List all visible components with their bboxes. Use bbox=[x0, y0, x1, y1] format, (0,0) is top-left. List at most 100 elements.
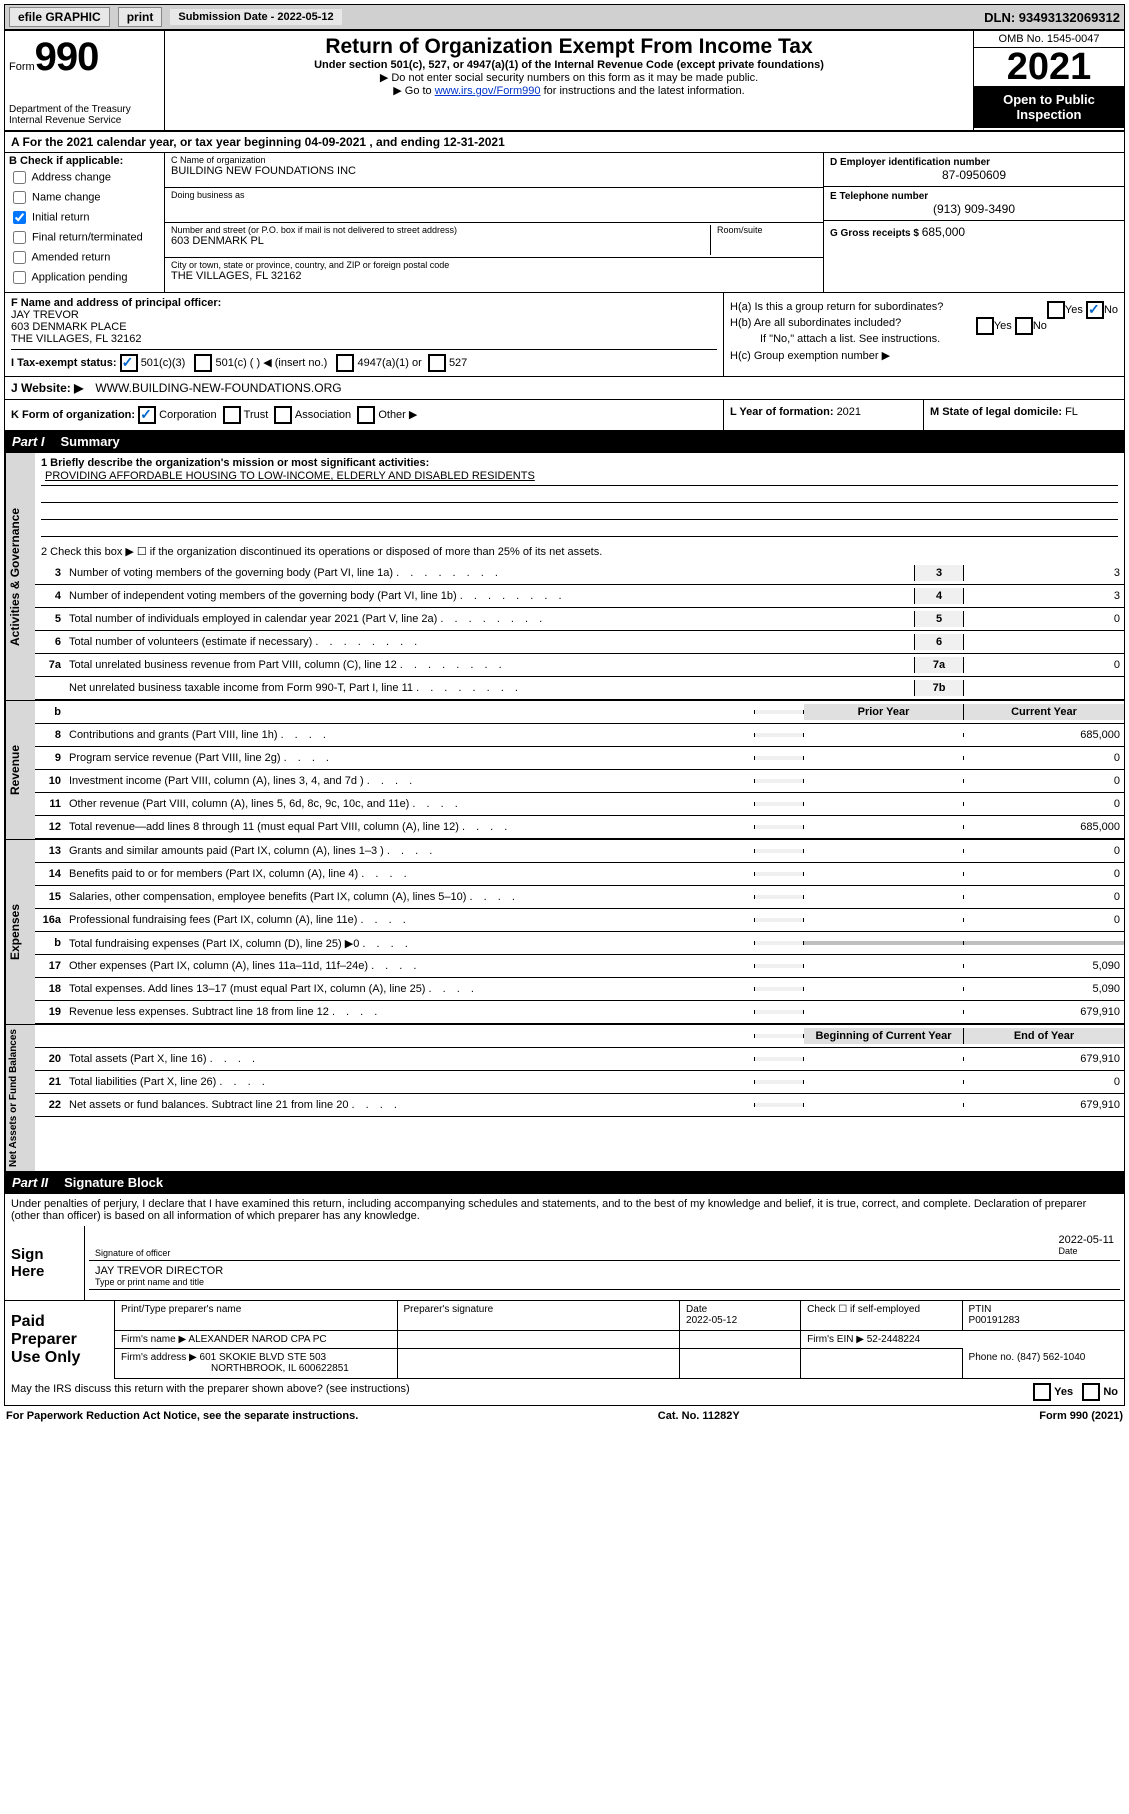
k-other-cb[interactable] bbox=[357, 406, 375, 424]
summary-expenses: Expenses 13Grants and similar amounts pa… bbox=[4, 840, 1125, 1025]
section-b-to-g: B Check if applicable: Address change Na… bbox=[4, 153, 1125, 293]
line2-checkbox: 2 Check this box ▶ ☐ if the organization… bbox=[35, 541, 1124, 562]
summary-row: 9Program service revenue (Part VIII, lin… bbox=[35, 747, 1124, 770]
prep-date-hdr: Date bbox=[686, 1304, 707, 1315]
row-i: I Tax-exempt status: 501(c)(3) 501(c) ( … bbox=[11, 349, 717, 372]
begin-year-header: Beginning of Current Year bbox=[804, 1028, 964, 1044]
firm-name-label: Firm's name ▶ bbox=[121, 1334, 186, 1345]
firm-phone-label: Phone no. bbox=[969, 1352, 1015, 1363]
room-label: Room/suite bbox=[717, 225, 817, 235]
current-year-header: Current Year bbox=[964, 704, 1124, 720]
summary-row: 8Contributions and grants (Part VIII, li… bbox=[35, 724, 1124, 747]
note-ssn: ▶ Do not enter social security numbers o… bbox=[169, 71, 969, 84]
mission-blank1 bbox=[41, 486, 1118, 503]
print-button[interactable]: print bbox=[118, 7, 163, 27]
preparer-label: Paid Preparer Use Only bbox=[5, 1301, 115, 1379]
b-check-3[interactable]: Final return/terminated bbox=[9, 228, 160, 247]
summary-row: 10Investment income (Part VIII, column (… bbox=[35, 770, 1124, 793]
summary-row: 18Total expenses. Add lines 13–17 (must … bbox=[35, 978, 1124, 1001]
open-public-badge: Open to Public Inspection bbox=[974, 86, 1124, 128]
dln-label: DLN: 93493132069312 bbox=[984, 10, 1120, 25]
ha-no: No bbox=[1104, 304, 1118, 316]
city-label: City or town, state or province, country… bbox=[171, 260, 817, 270]
footer-form: Form 990 (2021) bbox=[1039, 1410, 1123, 1422]
summary-row: 11Other revenue (Part VIII, column (A), … bbox=[35, 793, 1124, 816]
summary-net: Net Assets or Fund Balances Beginning of… bbox=[4, 1025, 1125, 1172]
irs-label: Internal Revenue Service bbox=[9, 115, 160, 126]
b-check-5[interactable]: Application pending bbox=[9, 268, 160, 287]
cb-527[interactable] bbox=[428, 354, 446, 372]
hb-no-cb[interactable] bbox=[1015, 317, 1033, 335]
sig-date: 2022-05-11 bbox=[1059, 1234, 1114, 1246]
prep-date-val: 2022-05-12 bbox=[686, 1315, 737, 1326]
end-year-header: End of Year bbox=[964, 1028, 1124, 1044]
tax-year-text: A For the 2021 calendar year, or tax yea… bbox=[11, 135, 505, 149]
may-no-cb[interactable] bbox=[1082, 1383, 1100, 1401]
mission-blank3 bbox=[41, 520, 1118, 537]
b-check-4[interactable]: Amended return bbox=[9, 248, 160, 267]
ha-yes: Yes bbox=[1065, 304, 1083, 316]
gross-value: 685,000 bbox=[922, 225, 965, 239]
part2-num: Part II bbox=[12, 1175, 48, 1190]
form-subtitle: Under section 501(c), 527, or 4947(a)(1)… bbox=[169, 59, 969, 71]
m-label: M State of legal domicile: bbox=[930, 406, 1065, 418]
prep-name-hdr: Print/Type preparer's name bbox=[115, 1301, 398, 1331]
cb-4947[interactable] bbox=[336, 354, 354, 372]
ha-yes-cb[interactable] bbox=[1047, 301, 1065, 319]
opt-501c3: 501(c)(3) bbox=[141, 357, 186, 369]
firm-addr1: 601 SKOKIE BLVD STE 503 bbox=[200, 1352, 327, 1363]
form-header: Form 990 Department of the Treasury Inte… bbox=[4, 30, 1125, 131]
hb-yes-cb[interactable] bbox=[976, 317, 994, 335]
summary-row: 17Other expenses (Part IX, column (A), l… bbox=[35, 955, 1124, 978]
k-corp-cb[interactable] bbox=[138, 406, 156, 424]
ein-label: D Employer identification number bbox=[830, 157, 1118, 168]
firm-ein-label: Firm's EIN ▶ bbox=[807, 1334, 864, 1345]
summary-revenue: Revenue b Prior Year Current Year 8Contr… bbox=[4, 701, 1125, 840]
prior-year-header: Prior Year bbox=[804, 704, 964, 720]
irs-link[interactable]: www.irs.gov/Form990 bbox=[435, 85, 541, 97]
may-yes-cb[interactable] bbox=[1033, 1383, 1051, 1401]
website-value: WWW.BUILDING-NEW-FOUNDATIONS.ORG bbox=[95, 381, 341, 395]
prep-selfemp: Check ☐ if self-employed bbox=[801, 1301, 962, 1331]
ha-label: H(a) Is this a group return for subordin… bbox=[730, 301, 943, 313]
efile-button[interactable]: efile GRAPHIC bbox=[9, 7, 110, 27]
officer-name: JAY TREVOR bbox=[11, 309, 79, 321]
sig-officer-caption: Signature of officer bbox=[95, 1248, 1047, 1258]
ha-no-cb[interactable] bbox=[1086, 301, 1104, 319]
k-trust-cb[interactable] bbox=[223, 406, 241, 424]
k-assoc-cb[interactable] bbox=[274, 406, 292, 424]
b-check-0[interactable]: Address change bbox=[9, 168, 160, 187]
row-k-l-m: K Form of organization: Corporation Trus… bbox=[4, 400, 1125, 431]
form-title: Return of Organization Exempt From Incom… bbox=[169, 35, 969, 59]
firm-ein: 52-2448224 bbox=[867, 1334, 920, 1345]
part2-header: Part II Signature Block bbox=[4, 1172, 1125, 1193]
opt-501c: 501(c) ( ) ◀ (insert no.) bbox=[216, 357, 328, 369]
i-label: I Tax-exempt status: bbox=[11, 357, 117, 369]
b-check-2[interactable]: Initial return bbox=[9, 208, 160, 227]
note-prefix: ▶ Go to bbox=[393, 85, 434, 97]
summary-row: 5Total number of individuals employed in… bbox=[35, 608, 1124, 631]
summary-row: Net unrelated business taxable income fr… bbox=[35, 677, 1124, 700]
officer-addr1: 603 DENMARK PLACE bbox=[11, 321, 127, 333]
form-prefix: Form bbox=[9, 61, 35, 73]
part1-header: Part I Summary bbox=[4, 431, 1125, 452]
summary-row: 15Salaries, other compensation, employee… bbox=[35, 886, 1124, 909]
sig-declaration: Under penalties of perjury, I declare th… bbox=[5, 1194, 1124, 1226]
b-check-1[interactable]: Name change bbox=[9, 188, 160, 207]
row-j: J Website: ▶ WWW.BUILDING-NEW-FOUNDATION… bbox=[4, 377, 1125, 400]
cb-501c[interactable] bbox=[194, 354, 212, 372]
side-net: Net Assets or Fund Balances bbox=[5, 1025, 35, 1171]
officer-addr2: THE VILLAGES, FL 32162 bbox=[11, 333, 141, 345]
summary-row: 6Total number of volunteers (estimate if… bbox=[35, 631, 1124, 654]
sign-here-label: Sign Here bbox=[5, 1226, 85, 1300]
footer-left: For Paperwork Reduction Act Notice, see … bbox=[6, 1410, 358, 1422]
cb-501c3[interactable] bbox=[120, 354, 138, 372]
note-suffix: for instructions and the latest informat… bbox=[544, 85, 745, 97]
org-name: BUILDING NEW FOUNDATIONS INC bbox=[171, 165, 817, 177]
l-value: 2021 bbox=[837, 406, 861, 418]
page-footer: For Paperwork Reduction Act Notice, see … bbox=[4, 1406, 1125, 1426]
addr-label: Number and street (or P.O. box if mail i… bbox=[171, 225, 710, 235]
firm-addr-label: Firm's address ▶ bbox=[121, 1352, 197, 1363]
may-discuss-row: May the IRS discuss this return with the… bbox=[5, 1379, 1124, 1405]
prep-sig-hdr: Preparer's signature bbox=[398, 1301, 681, 1331]
